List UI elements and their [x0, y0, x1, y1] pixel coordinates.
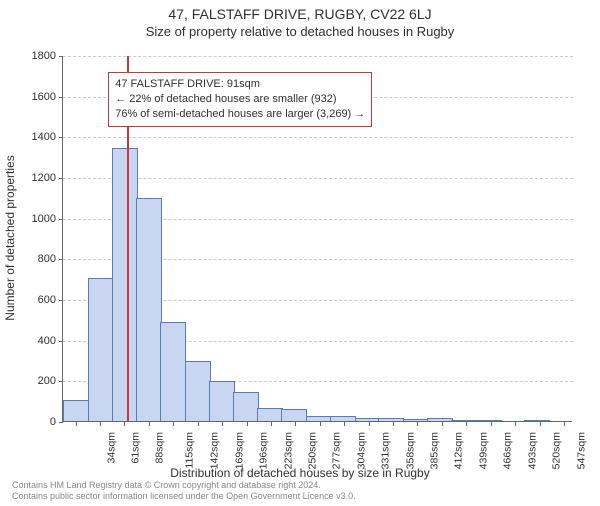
ytick-mark: [59, 178, 63, 179]
xtick-label: 223sqm: [282, 432, 294, 469]
footer-line-1: Contains HM Land Registry data © Crown c…: [12, 480, 356, 491]
xtick-label: 358sqm: [404, 432, 416, 469]
xtick-mark: [393, 422, 394, 426]
xtick-mark: [417, 422, 418, 426]
histogram-bar: [427, 418, 453, 421]
annotation-line: 47 FALSTAFF DRIVE: 91sqm: [115, 77, 365, 92]
xtick-mark: [466, 422, 467, 426]
ytick-mark: [59, 422, 63, 423]
xtick-label: 520sqm: [550, 432, 562, 469]
xtick-mark: [491, 422, 492, 426]
xtick-label: 547sqm: [575, 432, 587, 469]
histogram-bar: [136, 198, 162, 421]
xtick-mark: [344, 422, 345, 426]
xtick-label: 196sqm: [258, 432, 270, 469]
ytick-mark: [59, 97, 63, 98]
ytick-mark: [59, 381, 63, 382]
histogram-bar: [306, 416, 332, 421]
annotation-line: ← 22% of detached houses are smaller (93…: [115, 92, 365, 107]
xtick-label: 331sqm: [380, 432, 392, 469]
page-subtitle: Size of property relative to detached ho…: [0, 24, 600, 39]
histogram-bar: [257, 408, 283, 421]
histogram-bar: [281, 409, 307, 421]
ytick-label: 0: [50, 416, 56, 428]
ytick-label: 400: [38, 335, 56, 347]
ytick-mark: [59, 300, 63, 301]
annotation-line: 76% of semi-detached houses are larger (…: [115, 107, 365, 122]
xtick-label: 493sqm: [526, 432, 538, 469]
histogram-bar: [209, 381, 235, 421]
ytick-label: 1800: [32, 50, 56, 62]
xtick-mark: [295, 422, 296, 426]
xtick-label: 439sqm: [477, 432, 489, 469]
footer-line-2: Contains public sector information licen…: [12, 491, 356, 502]
xtick-mark: [222, 422, 223, 426]
xtick-label: 304sqm: [355, 432, 367, 469]
y-axis-label: Number of detached properties: [3, 155, 17, 320]
xtick-label: 277sqm: [331, 432, 343, 469]
xtick-mark: [247, 422, 248, 426]
xtick-mark: [320, 422, 321, 426]
histogram-bar: [63, 400, 89, 421]
xtick-mark: [515, 422, 516, 426]
xtick-mark: [369, 422, 370, 426]
xtick-label: 250sqm: [306, 432, 318, 469]
gridline-h: [63, 178, 573, 179]
histogram-bar: [403, 419, 429, 421]
histogram-bar: [185, 361, 211, 421]
histogram-bar: [160, 322, 186, 421]
ytick-label: 1200: [32, 172, 56, 184]
histogram-bar: [378, 418, 404, 421]
xtick-mark: [271, 422, 272, 426]
xtick-mark: [540, 422, 541, 426]
histogram-bar: [476, 420, 502, 421]
ytick-label: 200: [38, 375, 56, 387]
xtick-mark: [124, 422, 125, 426]
x-axis-label: Distribution of detached houses by size …: [0, 466, 600, 480]
ytick-mark: [59, 259, 63, 260]
histogram-bar: [233, 392, 259, 421]
xtick-label: 88sqm: [154, 432, 166, 464]
xtick-mark: [76, 422, 77, 426]
histogram-bar: [451, 420, 477, 421]
xtick-mark: [442, 422, 443, 426]
xtick-label: 142sqm: [209, 432, 221, 469]
ytick-mark: [59, 341, 63, 342]
annotation-box: 47 FALSTAFF DRIVE: 91sqm← 22% of detache…: [108, 72, 372, 127]
histogram-bar: [330, 416, 356, 421]
ytick-label: 800: [38, 253, 56, 265]
histogram-bar: [524, 420, 550, 421]
xtick-mark: [173, 422, 174, 426]
ytick-mark: [59, 137, 63, 138]
xtick-mark: [100, 422, 101, 426]
xtick-label: 466sqm: [502, 432, 514, 469]
ytick-label: 1000: [32, 213, 56, 225]
plot-area: 02004006008001000120014001600180034sqm61…: [62, 56, 572, 422]
xtick-mark: [149, 422, 150, 426]
histogram-bar: [355, 418, 381, 421]
ytick-mark: [59, 56, 63, 57]
xtick-mark: [564, 422, 565, 426]
xtick-label: 115sqm: [183, 432, 195, 469]
ytick-label: 600: [38, 294, 56, 306]
gridline-h: [63, 56, 573, 57]
ytick-mark: [59, 219, 63, 220]
xtick-mark: [198, 422, 199, 426]
page-title: 47, FALSTAFF DRIVE, RUGBY, CV22 6LJ: [0, 6, 600, 22]
xtick-label: 169sqm: [233, 432, 245, 469]
xtick-label: 34sqm: [105, 432, 117, 464]
ytick-label: 1400: [32, 131, 56, 143]
xtick-label: 412sqm: [453, 432, 465, 469]
histogram-bar: [112, 148, 138, 421]
ytick-label: 1600: [32, 91, 56, 103]
gridline-h: [63, 137, 573, 138]
xtick-label: 385sqm: [428, 432, 440, 469]
xtick-label: 61sqm: [130, 432, 142, 464]
histogram-bar: [88, 278, 114, 421]
footer-attribution: Contains HM Land Registry data © Crown c…: [12, 480, 356, 502]
